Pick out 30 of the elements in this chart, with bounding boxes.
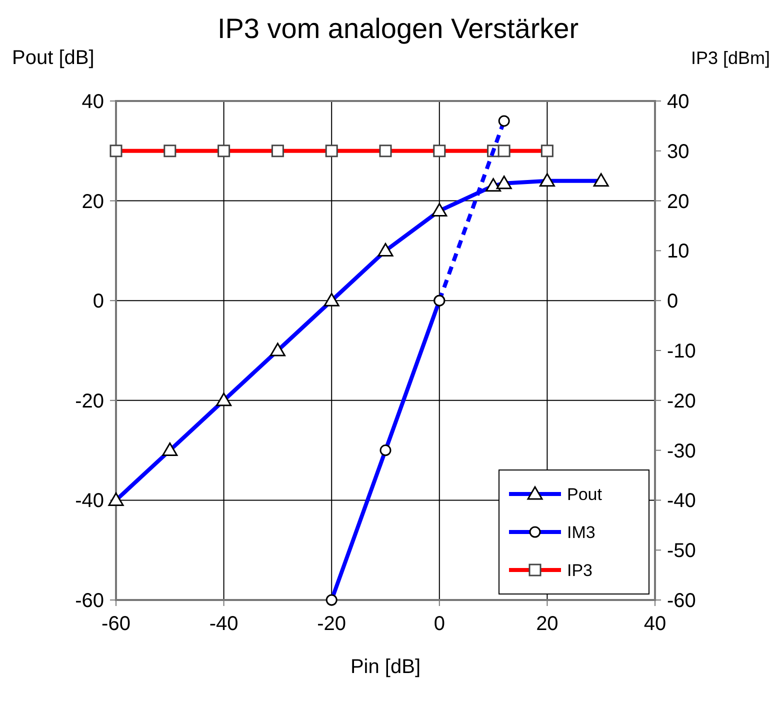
- x-tick-label: -20: [317, 613, 346, 635]
- y-tick-label: 0: [92, 290, 104, 313]
- y2-tick-label: 0: [667, 290, 678, 313]
- y2-tick-label: -50: [667, 540, 696, 562]
- x-axis-title: Pin [dB]: [350, 656, 421, 678]
- y-tick-label: 40: [82, 91, 104, 113]
- y2-tick-label: -10: [667, 340, 696, 362]
- y2-tick-label: -30: [667, 440, 696, 462]
- x-tick-label: 40: [644, 613, 666, 635]
- y-tick-label: 20: [82, 190, 104, 213]
- x-tick-label: 20: [536, 613, 558, 635]
- y-tick-label: -60: [75, 590, 104, 612]
- x-tick-label: -60: [102, 613, 130, 635]
- y2-tick-label: 10: [667, 240, 690, 263]
- legend-label: Pout: [567, 485, 602, 504]
- y2-tick-label: -40: [667, 490, 696, 512]
- y2-tick-label: -20: [667, 390, 696, 412]
- y2-tick-label: 30: [667, 140, 690, 163]
- legend-label: IM3: [567, 523, 596, 542]
- y-tick-label: -20: [75, 390, 104, 412]
- y2-axis-title: IP3 [dBm]: [690, 48, 770, 68]
- x-tick-label: 0: [434, 613, 445, 635]
- y2-tick-label: 40: [667, 91, 690, 113]
- x-tick-label: -40: [209, 613, 238, 635]
- y-tick-label: -40: [75, 490, 104, 512]
- y-axis-title: Pout [dB]: [12, 47, 94, 69]
- legend-label: IP3: [567, 561, 593, 580]
- y2-tick-label: -60: [667, 590, 696, 612]
- chart-title: IP3 vom analogen Verstärker: [217, 13, 579, 44]
- y2-tick-label: 20: [667, 190, 690, 213]
